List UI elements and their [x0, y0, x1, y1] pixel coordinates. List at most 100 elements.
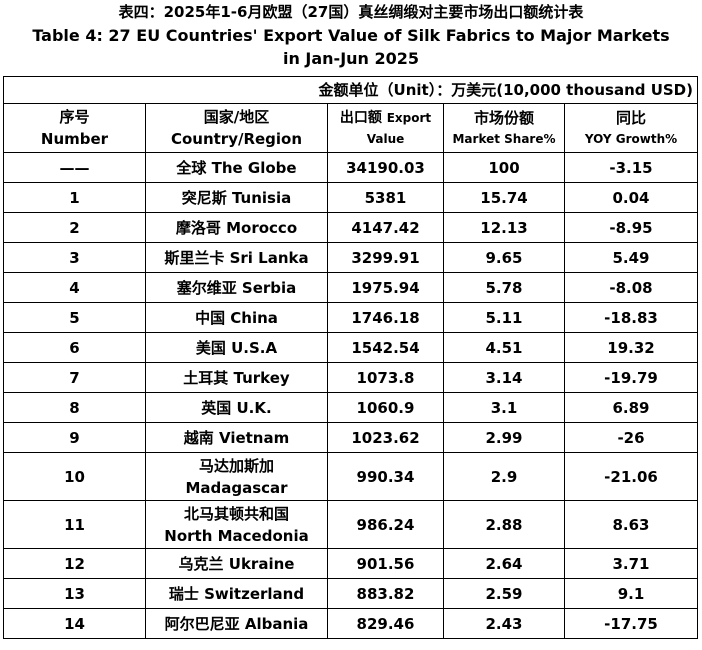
table-row: 1 突尼斯 Tunisia 5381 15.74 0.04: [3, 182, 698, 213]
table-row: 12 乌克兰 Ukraine 901.56 2.64 3.71: [3, 548, 698, 579]
cell-country: 斯里兰卡 Sri Lanka: [145, 242, 328, 273]
cell-country-cn: 马达加斯加: [198, 456, 274, 475]
cell-market-share: 2.59: [443, 578, 565, 609]
cell-market-share: 5.78: [443, 272, 565, 303]
table-row: —— 全球 The Globe 34190.03 100 -3.15: [3, 152, 698, 183]
cell-yoy-growth: 0.04: [564, 182, 698, 213]
cell-number: 9: [3, 422, 146, 453]
cell-country: 瑞士 Switzerland: [145, 578, 328, 609]
cell-country: 北马其顿共和国 North Macedonia: [145, 500, 328, 549]
cell-number: 13: [3, 578, 146, 609]
cell-yoy-growth: -8.95: [564, 212, 698, 243]
header-share: 市场份额 Market Share%: [443, 103, 565, 153]
cell-export-value: 829.46: [327, 608, 444, 639]
title-english-line1: Table 4: 27 EU Countries' Export Value o…: [32, 26, 670, 45]
cell-country-en: North Macedonia: [164, 526, 309, 545]
cell-market-share: 4.51: [443, 332, 565, 363]
cell-export-value: 3299.91: [327, 242, 444, 273]
table-row: 11 北马其顿共和国 North Macedonia 986.24 2.88 8.63: [3, 500, 698, 549]
cell-country: 马达加斯加 Madagascar: [145, 452, 328, 501]
table-row: 5 中国 China 1746.18 5.11 -18.83: [3, 302, 698, 333]
header-row: 序号 Number 国家/地区 Country/Region 出口额 Expor…: [3, 103, 698, 153]
header-number-cn: 序号: [59, 108, 90, 126]
cell-market-share: 2.9: [443, 452, 565, 501]
cell-country: 英国 U.K.: [145, 392, 328, 423]
cell-country: 塞尔维亚 Serbia: [145, 272, 328, 303]
table-row: 8 英国 U.K. 1060.9 3.1 6.89: [3, 392, 698, 423]
header-growth-en: YOY Growth%: [584, 132, 678, 146]
cell-yoy-growth: 3.71: [564, 548, 698, 579]
header-country-cn: 国家/地区: [203, 108, 270, 126]
title-english-line2: in Jan-Jun 2025: [282, 49, 420, 68]
header-export-en1: Export: [386, 111, 432, 125]
unit-label: 金额单位（Unit）：万美元(10,000 thousand USD): [3, 76, 698, 104]
cell-market-share: 100: [443, 152, 565, 183]
table-row: 4 塞尔维亚 Serbia 1975.94 5.78 -8.08: [3, 272, 698, 303]
cell-country-cn: 北马其顿共和国: [183, 504, 289, 523]
header-growth: 同比 YOY Growth%: [564, 103, 698, 153]
cell-export-value: 34190.03: [327, 152, 444, 183]
header-country-en: Country/Region: [170, 130, 303, 148]
cell-market-share: 3.14: [443, 362, 565, 393]
cell-market-share: 5.11: [443, 302, 565, 333]
cell-export-value: 986.24: [327, 500, 444, 549]
header-export: 出口额 Export Value: [327, 103, 444, 153]
cell-export-value: 4147.42: [327, 212, 444, 243]
table-row: 7 土耳其 Turkey 1073.8 3.14 -19.79: [3, 362, 698, 393]
header-country: 国家/地区 Country/Region: [145, 103, 328, 153]
cell-number: 14: [3, 608, 146, 639]
cell-yoy-growth: -21.06: [564, 452, 698, 501]
cell-number: 5: [3, 302, 146, 333]
cell-country: 美国 U.S.A: [145, 332, 328, 363]
header-export-line1: 出口额 Export: [328, 107, 443, 129]
cell-country: 乌克兰 Ukraine: [145, 548, 328, 579]
cell-export-value: 990.34: [327, 452, 444, 501]
cell-export-value: 901.56: [327, 548, 444, 579]
cell-country: 阿尔巴尼亚 Albania: [145, 608, 328, 639]
table-title: 表四：2025年1-6月欧盟（27国）真丝绸缎对主要市场出口额统计表 Table…: [0, 0, 702, 70]
header-share-en: Market Share%: [452, 132, 556, 146]
cell-number: ——: [3, 152, 146, 183]
cell-number: 4: [3, 272, 146, 303]
cell-export-value: 1023.62: [327, 422, 444, 453]
header-export-cn: 出口额: [339, 110, 382, 126]
table-row: 14 阿尔巴尼亚 Albania 829.46 2.43 -17.75: [3, 608, 698, 639]
header-number-en: Number: [40, 130, 109, 148]
cell-yoy-growth: -3.15: [564, 152, 698, 183]
cell-yoy-growth: 6.89: [564, 392, 698, 423]
cell-export-value: 1746.18: [327, 302, 444, 333]
cell-market-share: 3.1: [443, 392, 565, 423]
header-share-cn: 市场份额: [473, 109, 534, 127]
header-export-en2: Value: [366, 132, 405, 146]
cell-market-share: 12.13: [443, 212, 565, 243]
cell-market-share: 15.74: [443, 182, 565, 213]
cell-yoy-growth: -18.83: [564, 302, 698, 333]
cell-number: 11: [3, 500, 146, 549]
table-row: 6 美国 U.S.A 1542.54 4.51 19.32: [3, 332, 698, 363]
cell-export-value: 1542.54: [327, 332, 444, 363]
cell-number: 12: [3, 548, 146, 579]
cell-country: 越南 Vietnam: [145, 422, 328, 453]
cell-country-en: Madagascar: [185, 478, 288, 497]
cell-yoy-growth: -17.75: [564, 608, 698, 639]
cell-number: 6: [3, 332, 146, 363]
table-row: 3 斯里兰卡 Sri Lanka 3299.91 9.65 5.49: [3, 242, 698, 273]
cell-number: 8: [3, 392, 146, 423]
cell-yoy-growth: -26: [564, 422, 698, 453]
cell-market-share: 9.65: [443, 242, 565, 273]
cell-export-value: 883.82: [327, 578, 444, 609]
header-growth-cn: 同比: [615, 109, 646, 127]
cell-yoy-growth: 9.1: [564, 578, 698, 609]
cell-country: 中国 China: [145, 302, 328, 333]
cell-yoy-growth: 19.32: [564, 332, 698, 363]
cell-market-share: 2.88: [443, 500, 565, 549]
cell-export-value: 1975.94: [327, 272, 444, 303]
cell-market-share: 2.64: [443, 548, 565, 579]
cell-export-value: 1060.9: [327, 392, 444, 423]
cell-number: 10: [3, 452, 146, 501]
table-row: 10 马达加斯加 Madagascar 990.34 2.9 -21.06: [3, 452, 698, 501]
cell-market-share: 2.99: [443, 422, 565, 453]
header-number: 序号 Number: [3, 103, 146, 153]
cell-yoy-growth: -19.79: [564, 362, 698, 393]
title-chinese: 表四：2025年1-6月欧盟（27国）真丝绸缎对主要市场出口额统计表: [118, 3, 584, 21]
